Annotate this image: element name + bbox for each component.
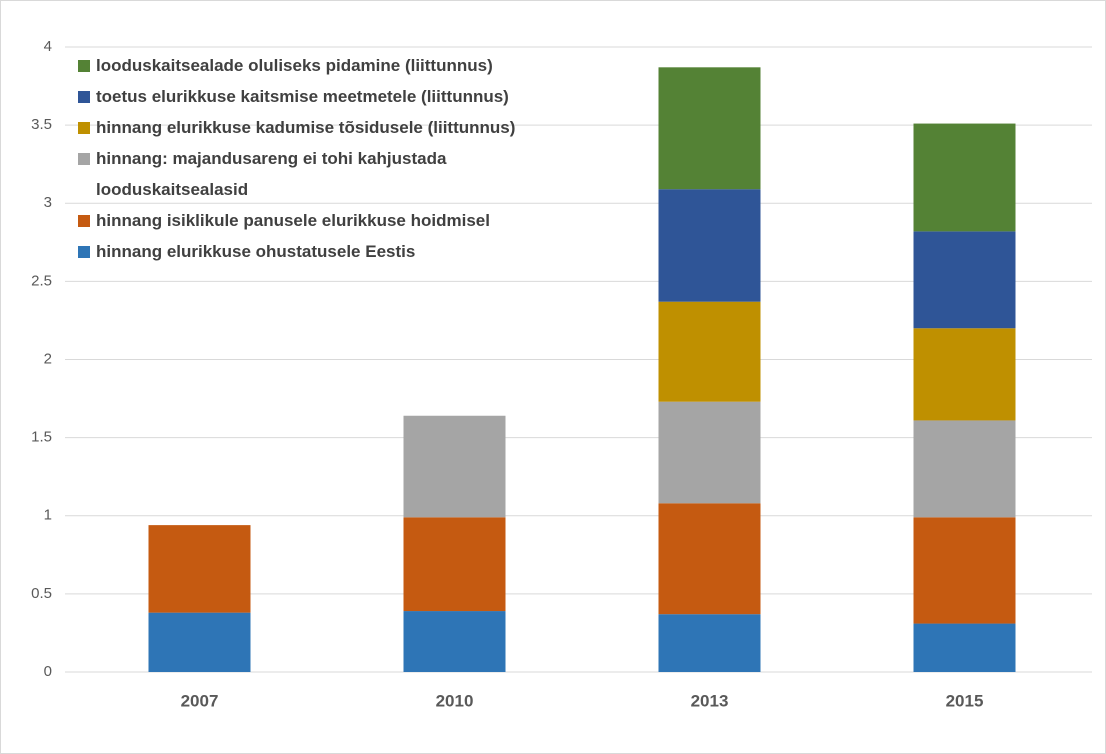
legend-item: hinnang elurikkuse kadumise tõsidusele (… (78, 112, 658, 143)
y-tick-label: 2.5 (31, 272, 52, 289)
y-tick-label: 3.5 (31, 116, 52, 133)
legend-item: toetus elurikkuse kaitsmise meetmetele (… (78, 81, 658, 112)
legend-label: looduskaitsealade oluliseks pidamine (li… (96, 56, 493, 75)
x-tick-label: 2007 (181, 691, 219, 710)
legend-item: looduskaitsealade oluliseks pidamine (li… (78, 50, 658, 81)
y-tick-label: 0.5 (31, 585, 52, 602)
bar-segment (913, 623, 1016, 672)
legend-swatch (78, 246, 90, 258)
bar-segment (403, 517, 506, 612)
x-tick-label: 2015 (946, 691, 984, 710)
bar-segment (148, 525, 251, 613)
y-tick-label: 2 (44, 350, 52, 367)
x-tick-label: 2013 (691, 691, 729, 710)
bar-segment (913, 123, 1016, 232)
bar-segment (658, 67, 761, 190)
bar-segment (913, 231, 1016, 329)
y-tick-label: 0 (44, 663, 52, 680)
y-tick-label: 3 (44, 194, 52, 211)
bar-segment (913, 328, 1016, 421)
legend-swatch (78, 153, 90, 165)
bar-segment (913, 517, 1016, 624)
legend-swatch (78, 91, 90, 103)
bar-segment (658, 614, 761, 672)
bar-segment (658, 503, 761, 615)
legend-item: hinnang elurikkuse ohustatusele Eestis (78, 236, 658, 267)
legend-label: hinnang isiklikule panusele elurikkuse h… (96, 211, 490, 230)
bar-segment (913, 420, 1016, 518)
legend-label: hinnang elurikkuse kadumise tõsidusele (… (96, 118, 516, 137)
y-tick-label: 4 (44, 38, 52, 55)
legend-swatch (78, 215, 90, 227)
legend-swatch (78, 122, 90, 134)
y-tick-label: 1 (44, 507, 52, 524)
legend-label: toetus elurikkuse kaitsmise meetmetele (… (96, 87, 509, 106)
legend: looduskaitsealade oluliseks pidamine (li… (78, 50, 658, 267)
legend-item: hinnang isiklikule panusele elurikkuse h… (78, 205, 658, 236)
y-tick-label: 1.5 (31, 429, 52, 446)
bar-segment (148, 612, 251, 672)
legend-item: hinnang: majandusareng ei tohi kahjustad… (78, 143, 658, 205)
bar-segment (403, 415, 506, 518)
bar-segment (658, 301, 761, 402)
legend-label: hinnang: majandusareng ei tohi kahjustad… (96, 149, 447, 199)
legend-label: hinnang elurikkuse ohustatusele Eestis (96, 242, 416, 261)
bar-segment (658, 401, 761, 504)
legend-swatch (78, 60, 90, 72)
x-tick-label: 2010 (436, 691, 474, 710)
bar-segment (403, 611, 506, 672)
bar-segment (658, 189, 761, 302)
